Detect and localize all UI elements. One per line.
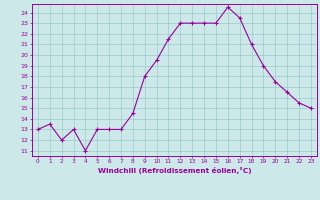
X-axis label: Windchill (Refroidissement éolien,°C): Windchill (Refroidissement éolien,°C) xyxy=(98,167,251,174)
